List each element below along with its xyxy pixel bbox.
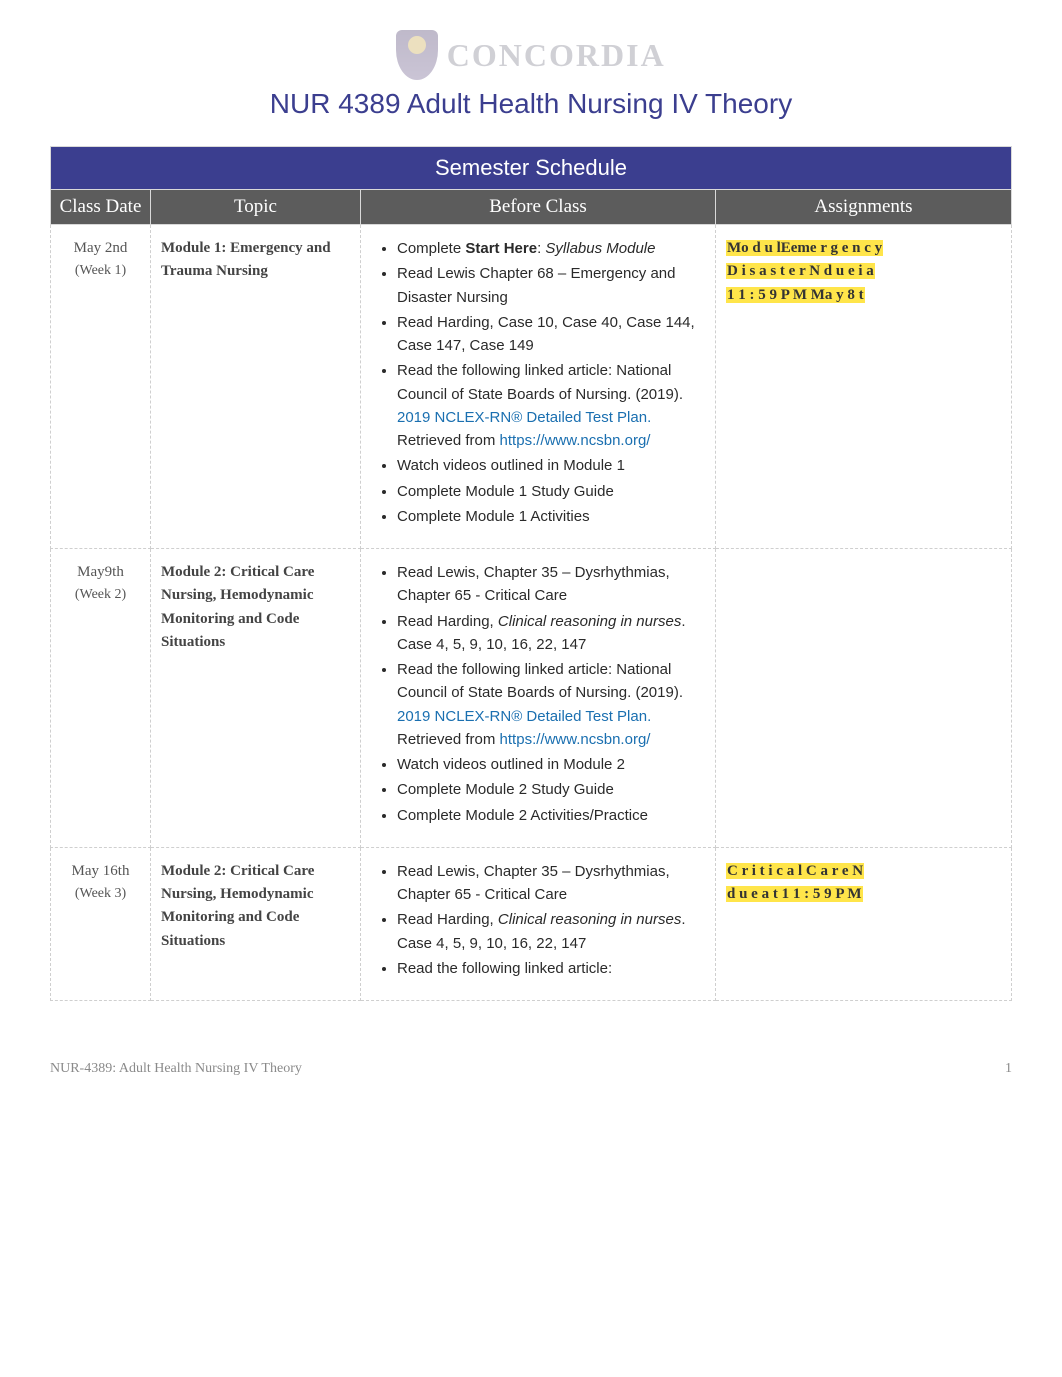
date-cell: May 2nd (Week 1) xyxy=(51,225,151,549)
page-footer: NUR-4389: Adult Health Nursing IV Theory… xyxy=(50,1061,1012,1077)
table-row: May9th (Week 2) Module 2: Critical Care Nu… xyxy=(51,549,1012,848)
date-week: (Week 1) xyxy=(61,260,140,282)
assignments-cell xyxy=(716,549,1012,848)
table-header-row: Class Date Topic Before Class Assignment… xyxy=(51,190,1012,225)
topic-cell: Module 2: Critical Care Nursing, Hemodyn… xyxy=(151,847,361,1000)
before-class-cell: Read Lewis, Chapter 35 – Dysrhythmias, C… xyxy=(361,549,716,848)
date-week: (Week 2) xyxy=(61,584,140,606)
before-class-cell: Complete Start Here: Syllabus ModuleRead… xyxy=(361,225,716,549)
list-item: Watch videos outlined in Module 1 xyxy=(397,454,705,477)
link-url[interactable]: https://www.ncsbn.org/ xyxy=(500,432,651,449)
highlighted-text: d u e a t 1 1 : 5 9 P M xyxy=(726,886,863,902)
before-class-list: Read Lewis, Chapter 35 – Dysrhythmias, C… xyxy=(371,561,705,827)
list-item: Complete Module 2 Activities/Practice xyxy=(397,804,705,827)
highlighted-text: 1 1 : 5 9 P M Ma y 8 t xyxy=(726,287,865,303)
table-title: Semester Schedule xyxy=(51,147,1012,190)
list-item: Complete Module 2 Study Guide xyxy=(397,778,705,801)
highlighted-text: D i s a s t e r N d u e i a xyxy=(726,263,875,279)
date-main: May 16th xyxy=(72,863,130,879)
assignments-cell: Mo d u lEeme r g e n c y D i s a s t e r … xyxy=(716,225,1012,549)
list-item: Read the following linked article: Natio… xyxy=(397,359,705,452)
column-header-date: Class Date xyxy=(51,190,151,225)
link-text[interactable]: 2019 NCLEX-RN® Detailed Test Plan. xyxy=(397,708,651,725)
link-url[interactable]: https://www.ncsbn.org/ xyxy=(500,731,651,748)
list-item: Complete Module 1 Activities xyxy=(397,505,705,528)
list-item: Read Harding, Case 10, Case 40, Case 144… xyxy=(397,311,705,358)
date-cell: May 16th (Week 3) xyxy=(51,847,151,1000)
list-item: Complete Module 1 Study Guide xyxy=(397,480,705,503)
logo-shield-icon xyxy=(396,30,438,80)
list-item: Read Harding, Clinical reasoning in nurs… xyxy=(397,610,705,657)
before-class-list: Complete Start Here: Syllabus ModuleRead… xyxy=(371,237,705,528)
before-class-list: Read Lewis, Chapter 35 – Dysrhythmias, C… xyxy=(371,860,705,980)
topic-cell: Module 1: Emergency and Trauma Nursing xyxy=(151,225,361,549)
table-title-row: Semester Schedule xyxy=(51,147,1012,190)
list-item: Read Harding, Clinical reasoning in nurs… xyxy=(397,908,705,955)
logo: CONCORDIA xyxy=(396,30,665,80)
table-row: May 16th (Week 3) Module 2: Critical Care … xyxy=(51,847,1012,1000)
footer-page-number: 1 xyxy=(1005,1061,1012,1077)
date-cell: May9th (Week 2) xyxy=(51,549,151,848)
date-main: May 2nd xyxy=(74,240,128,256)
logo-text: CONCORDIA xyxy=(447,37,666,74)
list-item: Read Lewis, Chapter 35 – Dysrhythmias, C… xyxy=(397,561,705,608)
list-item: Watch videos outlined in Module 2 xyxy=(397,753,705,776)
list-item: Read the following linked article: xyxy=(397,957,705,980)
footer-left: NUR-4389: Adult Health Nursing IV Theory xyxy=(50,1061,302,1077)
bold-text: Start Here xyxy=(465,240,537,257)
column-header-assignments: Assignments xyxy=(716,190,1012,225)
topic-cell: Module 2: Critical Care Nursing, Hemodyn… xyxy=(151,549,361,848)
italic-text: Clinical reasoning in nurses xyxy=(498,613,681,630)
italic-text: Syllabus Module xyxy=(545,240,655,257)
semester-schedule-table: Semester Schedule Class Date Topic Befor… xyxy=(50,146,1012,1001)
column-header-before: Before Class xyxy=(361,190,716,225)
italic-text: Clinical reasoning in nurses xyxy=(498,911,681,928)
list-item: Read Lewis Chapter 68 – Emergency and Di… xyxy=(397,262,705,309)
list-item: Read Lewis, Chapter 35 – Dysrhythmias, C… xyxy=(397,860,705,907)
assignment-line: 1 1 : 5 9 P M Ma y 8 t xyxy=(726,284,1001,307)
assignment-line: D i s a s t e r N d u e i a xyxy=(726,260,1001,283)
column-header-topic: Topic xyxy=(151,190,361,225)
highlighted-text: Mo d u lEeme r g e n c y xyxy=(726,240,883,256)
before-class-cell: Read Lewis, Chapter 35 – Dysrhythmias, C… xyxy=(361,847,716,1000)
assignment-line: d u e a t 1 1 : 5 9 P M xyxy=(726,883,1001,906)
logo-container: CONCORDIA xyxy=(50,30,1012,80)
highlighted-text: C r i t i c a l C a r e N xyxy=(726,863,864,879)
assignment-line: C r i t i c a l C a r e N xyxy=(726,860,1001,883)
page-title: NUR 4389 Adult Health Nursing IV Theory xyxy=(50,88,1012,120)
assignment-line: Mo d u lEeme r g e n c y xyxy=(726,237,1001,260)
table-row: May 2nd (Week 1) Module 1: Emergency and T… xyxy=(51,225,1012,549)
link-text[interactable]: 2019 NCLEX-RN® Detailed Test Plan. xyxy=(397,409,651,426)
date-main: May9th xyxy=(77,564,124,580)
date-week: (Week 3) xyxy=(61,883,140,905)
list-item: Read the following linked article: Natio… xyxy=(397,658,705,751)
assignments-cell: C r i t i c a l C a r e N d u e a t 1 1 :… xyxy=(716,847,1012,1000)
list-item: Complete Start Here: Syllabus Module xyxy=(397,237,705,260)
